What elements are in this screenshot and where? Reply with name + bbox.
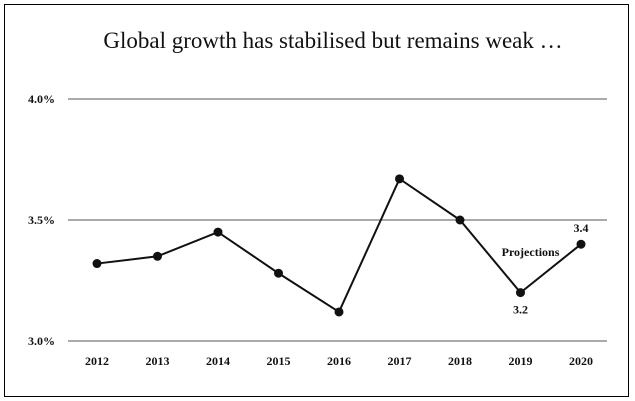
y-tick-label: 4.0% [28, 92, 55, 106]
data-point-2016 [334, 307, 344, 317]
data-point-2015 [274, 268, 283, 278]
data-label-2020: 3.4 [574, 221, 589, 235]
x-tick-label-2017: 2017 [388, 354, 412, 368]
y-tick-label: 3.5% [28, 213, 55, 227]
data-label-2019: 3.2 [513, 303, 528, 317]
y-tick-label: 3.0% [28, 334, 55, 348]
x-tick-label-2013: 2013 [146, 354, 170, 368]
data-point-2019 [516, 288, 525, 298]
data-point-2020 [576, 239, 586, 249]
data-point-2013 [153, 251, 162, 261]
data-point-2018 [455, 215, 465, 225]
data-labels: 3.2 3.4 Projections [502, 221, 589, 316]
x-tick-label-2019: 2019 [509, 354, 533, 368]
data-point-2017 [395, 174, 404, 184]
chart-title: Global growth has stabilised but remains… [103, 28, 562, 53]
x-tick-label-2016: 2016 [327, 354, 351, 368]
x-tick-label-2020: 2020 [569, 354, 593, 368]
grid-lines [68, 98, 607, 342]
chart-frame [4, 4, 629, 397]
x-axis-tick-labels: 2012 2013 2014 2015 2016 2017 2018 2019 2020 [85, 354, 593, 368]
data-point-markers [92, 174, 586, 317]
annotation-projections: Projections [502, 245, 560, 259]
x-tick-label-2015: 2015 [267, 354, 291, 368]
data-point-2012 [92, 259, 102, 269]
x-tick-label-2018: 2018 [448, 354, 472, 368]
x-tick-label-2012: 2012 [85, 354, 109, 368]
y-axis-tick-labels: 3.0% 3.5% 4.0% [28, 92, 55, 348]
data-point-2014 [213, 227, 223, 237]
x-tick-label-2014: 2014 [206, 354, 230, 368]
